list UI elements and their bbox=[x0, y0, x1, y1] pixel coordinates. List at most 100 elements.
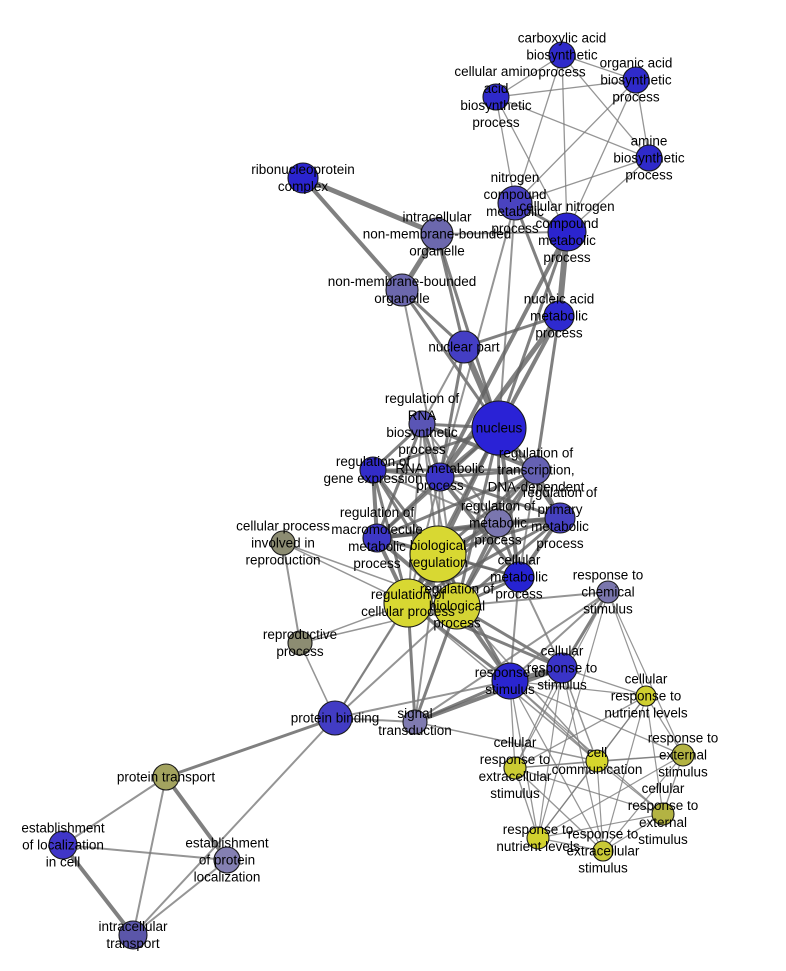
graph-node-elc[interactable] bbox=[48, 830, 78, 860]
graph-edge-crnl-rexs bbox=[602, 695, 647, 852]
graph-edge-rbp-rp bbox=[299, 605, 458, 644]
graph-node-label-cncm: cellular nitrogen compound metabolic proces… bbox=[519, 199, 614, 265]
graph-node-rcs[interactable] bbox=[596, 580, 620, 604]
graph-edge-ab-ncm bbox=[514, 157, 650, 204]
graph-edge-pb-pt bbox=[164, 716, 337, 779]
graph-node-nmb[interactable] bbox=[385, 273, 419, 307]
graph-node-ca[interactable] bbox=[548, 41, 576, 69]
graph-edge-crexs-rnl bbox=[537, 813, 664, 839]
graph-node-rmm[interactable] bbox=[362, 523, 392, 553]
graph-edge-oa-cncm bbox=[566, 79, 637, 233]
graph-node-rm[interactable] bbox=[483, 508, 513, 538]
graph-node-rbp[interactable] bbox=[433, 582, 481, 630]
graph-node-oa[interactable] bbox=[622, 66, 650, 94]
graph-edge-rs-pb bbox=[334, 680, 511, 719]
graph-node-label-nmb: non-membrane-bounded organelle bbox=[328, 274, 477, 306]
graph-node-label-np: nuclear part bbox=[428, 340, 500, 355]
graph-node-rtd[interactable] bbox=[521, 455, 551, 485]
graph-node-rrb[interactable] bbox=[408, 410, 436, 438]
graph-node-pb[interactable] bbox=[317, 700, 353, 736]
graph-node-rnl[interactable] bbox=[526, 826, 550, 850]
graph-node-label-crnl: cellular response to nutrient levels bbox=[604, 672, 688, 721]
graph-edge-cmp-crs bbox=[518, 576, 563, 669]
graph-node-crs[interactable] bbox=[546, 652, 578, 684]
graph-node-label-oa: organic acid biosynthetic process bbox=[600, 56, 673, 105]
graph-edge-crs-st bbox=[413, 666, 564, 724]
graph-edge-rs-crexs bbox=[509, 680, 664, 815]
graph-node-label-st: signal transduction bbox=[378, 706, 452, 738]
graph-edge-ca-ab bbox=[561, 54, 650, 159]
graph-node-label-crs: cellular response to stimulus bbox=[527, 644, 598, 693]
graph-edge-nam-rna bbox=[437, 313, 562, 480]
graph-node-cpir[interactable] bbox=[270, 530, 296, 556]
graph-node-label-rna: RNA metabolic process bbox=[395, 461, 485, 493]
graph-node-cmp[interactable] bbox=[503, 561, 535, 593]
graph-node-crexs[interactable] bbox=[651, 802, 675, 826]
graph-node-label-nam: nucleic acid metabolic process bbox=[524, 292, 595, 341]
graph-node-label-br: biological regulation bbox=[408, 538, 467, 570]
graph-node-cres[interactable] bbox=[503, 756, 527, 780]
graph-node-label-it: intracellular transport bbox=[98, 919, 168, 951]
graph-node-rpm[interactable] bbox=[544, 502, 576, 534]
graph-edge-cres-rexs bbox=[514, 767, 604, 852]
graph-node-caa[interactable] bbox=[482, 83, 510, 111]
graph-node-st[interactable] bbox=[402, 709, 428, 735]
graph-node-label-rge: regulation of gene expression bbox=[323, 454, 422, 486]
graph-edge-crs-rnl bbox=[537, 667, 563, 839]
graph-edge-pt-elc bbox=[62, 776, 167, 846]
graph-node-cc[interactable] bbox=[585, 749, 609, 773]
graph-edge-cres-crexs bbox=[514, 767, 664, 815]
graph-edge-rnp-nmb bbox=[301, 176, 404, 292]
graph-node-label-inmb: intracellular non-membrane-bounded organel… bbox=[363, 210, 512, 259]
graph-edge-inmb-cncm bbox=[436, 231, 568, 235]
graph-node-rge[interactable] bbox=[359, 456, 387, 484]
graph-node-it[interactable] bbox=[118, 920, 148, 950]
graph-edge-ncm-nam bbox=[513, 201, 561, 318]
graph-edge-rpm-rmm bbox=[375, 516, 562, 540]
graph-node-res[interactable] bbox=[671, 743, 695, 767]
graph-edge-crnl-cres bbox=[514, 695, 647, 769]
graph-edge-crs-cres bbox=[514, 667, 563, 769]
graph-node-rexs[interactable] bbox=[592, 840, 614, 862]
graph-edge-cc-rexs bbox=[596, 760, 604, 852]
graph-node-label-rnl: response to nutrient levels bbox=[496, 822, 580, 854]
graph-node-nuc[interactable] bbox=[471, 400, 527, 456]
graph-node-ncm[interactable] bbox=[497, 185, 533, 221]
graph-edge-crnl-res bbox=[645, 695, 684, 756]
graph-node-inmb[interactable] bbox=[420, 217, 454, 251]
graph-node-label-rpm: regulation of primary metabolic process bbox=[523, 485, 598, 551]
graph-node-label-rcp: regulation of cellular process bbox=[361, 587, 455, 619]
graph-node-label-rs: response to stimulus bbox=[475, 665, 546, 697]
graph-edge-rrb-rtd bbox=[420, 422, 538, 472]
graph-node-label-cc: cell communication bbox=[552, 745, 643, 777]
graph-node-br[interactable] bbox=[409, 525, 467, 583]
graph-node-rcp[interactable] bbox=[383, 578, 433, 628]
graph-edge-caa-ncm bbox=[495, 96, 516, 204]
graph-edge-rs-rnl bbox=[509, 680, 539, 839]
graph-node-label-rm: regulation of metabolic process bbox=[461, 499, 536, 548]
graph-edge-rna-rtd bbox=[438, 468, 538, 479]
graph-edge-rcs-res bbox=[607, 591, 684, 756]
graph-node-epl[interactable] bbox=[213, 846, 241, 874]
graph-node-label-rmm: regulation of macromolecule metabolic proce… bbox=[331, 505, 423, 571]
graph-node-crnl[interactable] bbox=[635, 685, 657, 707]
graph-node-np[interactable] bbox=[447, 330, 481, 364]
graph-edge-res-rexs bbox=[602, 754, 684, 852]
graph-node-rna[interactable] bbox=[425, 462, 455, 492]
graph-edge-rcs-st bbox=[414, 591, 609, 723]
graph-node-rs[interactable] bbox=[491, 662, 529, 700]
graph-node-cncm[interactable] bbox=[547, 212, 587, 252]
labels-layer: carboxylic acid biosynthetic processorgani… bbox=[21, 31, 718, 952]
graph-node-rnp[interactable] bbox=[287, 162, 319, 194]
graph-node-ab[interactable] bbox=[635, 144, 663, 172]
graph-node-label-caa: cellular amino acid biosynthetic process bbox=[454, 64, 537, 130]
graph-edge-res-rnl bbox=[537, 754, 684, 839]
graph-edge-pb-it bbox=[132, 717, 336, 936]
graph-node-rp[interactable] bbox=[287, 630, 313, 656]
graph-node-nam[interactable] bbox=[543, 300, 575, 332]
graph-node-pt[interactable] bbox=[152, 763, 180, 791]
graph-edge-elc-epl bbox=[62, 844, 228, 861]
graph-edge-nuc-rbp bbox=[455, 426, 501, 608]
